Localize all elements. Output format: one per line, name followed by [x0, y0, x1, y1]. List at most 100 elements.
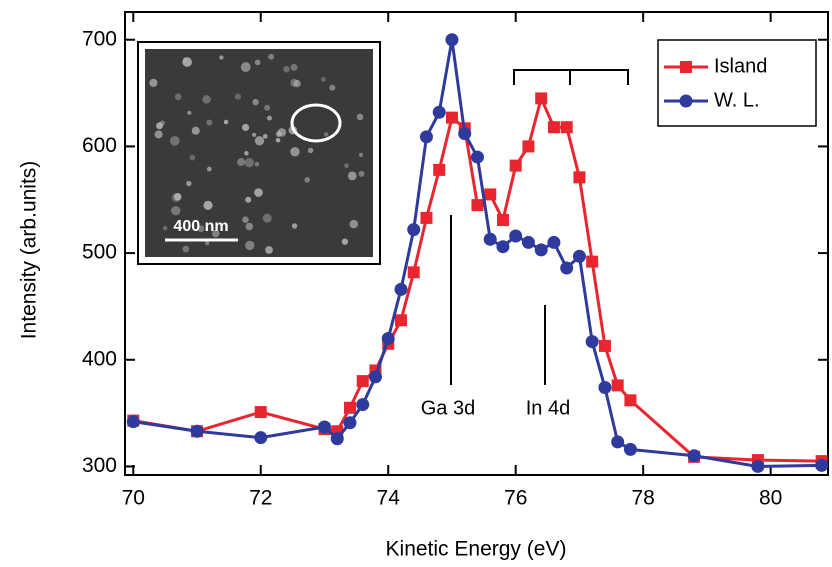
inset-dot — [149, 79, 157, 87]
data-point — [382, 332, 395, 345]
data-point — [191, 425, 204, 438]
inset-dot — [182, 246, 189, 253]
data-point — [496, 240, 509, 253]
data-point — [612, 379, 624, 391]
inset-dot — [348, 171, 357, 180]
inset-dot — [245, 197, 251, 203]
data-point — [127, 415, 140, 428]
inset-dot — [242, 124, 249, 131]
inset-dot — [156, 122, 163, 129]
inset-dot — [207, 167, 212, 172]
inset-dot — [202, 95, 210, 103]
inset-dot — [329, 85, 335, 91]
inset-dot — [344, 163, 349, 168]
data-point — [751, 460, 764, 473]
data-point — [497, 214, 509, 226]
legend-label: W. L. — [714, 89, 760, 111]
inset-dot — [283, 66, 289, 72]
data-point — [547, 236, 560, 249]
data-point — [357, 375, 369, 387]
inset-dot — [241, 62, 251, 72]
x-axis-title: Kinetic Energy (eV) — [386, 538, 567, 561]
data-point — [573, 171, 585, 183]
y-tick-label: 600 — [82, 134, 117, 157]
inset-dot — [175, 93, 182, 100]
data-point — [433, 164, 445, 176]
data-point — [433, 106, 446, 119]
x-tick-label: 78 — [631, 487, 654, 510]
inset-dot — [267, 116, 272, 121]
inset-dot — [192, 127, 200, 135]
scale-label: 400 nm — [173, 218, 228, 235]
inset-dot — [263, 134, 268, 139]
data-point — [458, 127, 471, 140]
data-point — [535, 243, 548, 256]
legend-marker — [680, 61, 692, 73]
inset-dot — [245, 158, 254, 167]
data-point — [535, 92, 547, 104]
legend-label: Island — [714, 55, 767, 77]
data-point — [573, 250, 586, 263]
data-point — [598, 381, 611, 394]
inset-dot — [252, 99, 258, 105]
data-point — [408, 266, 420, 278]
data-point — [611, 435, 624, 448]
inset-dot — [265, 246, 273, 254]
inset-dot — [183, 57, 187, 61]
inset-dot — [324, 132, 329, 137]
y-axis-title: Intensity (arb.units) — [18, 161, 41, 340]
x-tick-label: 76 — [504, 487, 527, 510]
inset-dot — [278, 128, 287, 137]
data-point — [343, 416, 356, 429]
data-point — [509, 230, 522, 243]
inset-dot — [308, 148, 313, 153]
data-point — [548, 121, 560, 133]
inset-dot — [357, 114, 364, 121]
inset-dot — [206, 120, 212, 126]
inset-dot — [170, 136, 180, 146]
y-tick-label: 500 — [82, 241, 117, 264]
inset-dot — [290, 79, 298, 87]
data-point — [484, 233, 497, 246]
inset-dot — [359, 153, 363, 157]
y-tick-label: 400 — [82, 347, 117, 370]
data-point — [561, 121, 573, 133]
inset-dot — [268, 54, 274, 60]
inset-dot — [255, 162, 260, 167]
bracket — [514, 70, 628, 85]
inset-dot — [304, 177, 310, 183]
inset-dot — [276, 138, 281, 143]
inset-dot — [174, 193, 182, 201]
x-tick-label: 80 — [759, 487, 782, 510]
inset-dot — [254, 188, 263, 197]
data-point — [560, 262, 573, 275]
inset-dot — [224, 120, 228, 124]
y-tick-label: 700 — [82, 27, 117, 50]
inset-dot — [290, 64, 297, 71]
inset-dot — [321, 77, 326, 82]
data-point — [586, 256, 598, 268]
data-point — [624, 443, 637, 456]
data-point — [688, 449, 701, 462]
data-point — [471, 151, 484, 164]
data-point — [255, 406, 267, 418]
data-point — [624, 394, 636, 406]
inset-dot — [186, 181, 191, 186]
chart: Kinetic Energy (eV) Intensity (arb.units… — [0, 0, 832, 567]
data-point — [394, 283, 407, 296]
annotation: In 4d — [526, 397, 570, 419]
data-point — [254, 431, 267, 444]
data-point — [407, 223, 420, 236]
data-point — [599, 340, 611, 352]
inset-dot — [255, 60, 261, 66]
inset-dot — [350, 220, 358, 228]
inset-dot — [187, 111, 191, 115]
inset-dot — [205, 241, 209, 245]
inset-dot — [235, 93, 241, 99]
inset-dot — [244, 151, 248, 155]
inset: 400 nm — [138, 42, 380, 264]
data-point — [420, 130, 433, 143]
inset-dot — [290, 147, 299, 156]
inset-dot — [342, 238, 348, 244]
inset-dot — [203, 201, 212, 210]
